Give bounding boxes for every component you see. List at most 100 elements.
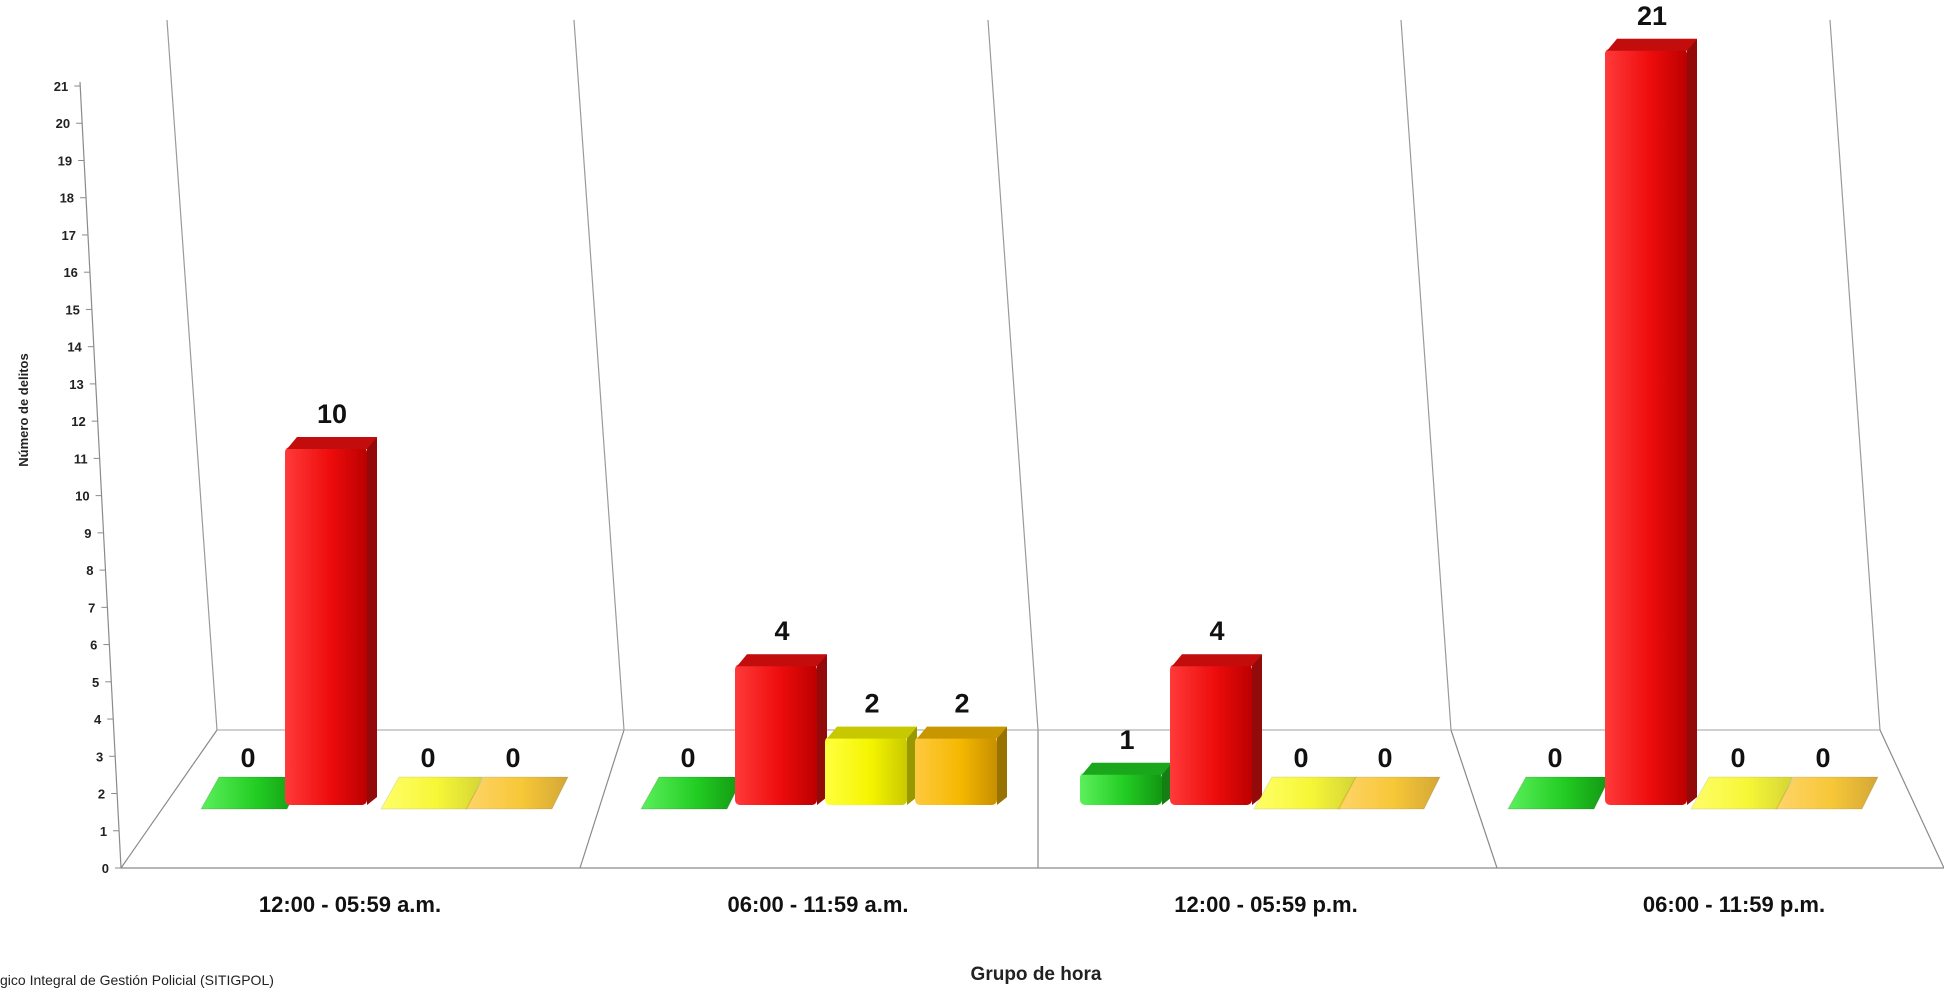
data-label: 4 <box>774 616 789 646</box>
y-axis-title: Número de delitos <box>16 353 31 466</box>
bar-side <box>1687 38 1697 806</box>
y-tick-label: 4 <box>94 712 102 727</box>
data-label: 21 <box>1637 1 1667 31</box>
bar-flat <box>465 776 569 810</box>
bar-top-shade <box>737 654 827 667</box>
bar-side-shade <box>1162 762 1172 805</box>
bar-top-shade <box>917 726 1007 739</box>
bar-side <box>907 726 917 805</box>
bar-top-shade <box>287 437 377 449</box>
data-label: 0 <box>1815 743 1830 773</box>
y-tick-label: 18 <box>60 191 74 206</box>
y-tick-label: 3 <box>96 749 103 764</box>
y-tick-label: 6 <box>90 638 97 653</box>
floor-divider <box>1450 729 1498 869</box>
bar-side-shade <box>367 437 377 805</box>
data-label: 0 <box>420 743 435 773</box>
data-label: 0 <box>680 743 695 773</box>
y-tick-label: 5 <box>92 675 99 690</box>
wall-divider <box>166 19 218 731</box>
bar-front <box>1080 772 1162 805</box>
y-tick-label: 15 <box>65 302 79 317</box>
bar-side <box>997 726 1007 805</box>
bar-top-shade <box>1172 654 1262 667</box>
wall-divider <box>1400 19 1452 731</box>
bar-top <box>1607 38 1697 51</box>
bar-flat <box>200 776 304 810</box>
bar-side-shade <box>1252 654 1262 805</box>
wall-divider <box>1829 19 1881 731</box>
bar-side-shade <box>997 726 1007 805</box>
wall-divider <box>987 19 1039 731</box>
y-tick-label: 19 <box>58 153 72 168</box>
bar-side <box>1162 762 1172 805</box>
bar-flat <box>1690 776 1794 810</box>
y-tick-label: 11 <box>74 451 88 466</box>
data-label: 0 <box>1377 743 1392 773</box>
bar-top <box>737 654 827 667</box>
x-category-label: 12:00 - 05:59 a.m. <box>259 892 441 917</box>
bar-side-shade <box>907 726 917 805</box>
data-label: 2 <box>864 689 879 719</box>
bar-top <box>1082 762 1172 775</box>
data-label: 0 <box>1293 743 1308 773</box>
data-label: 2 <box>954 689 969 719</box>
bar-flat <box>640 776 744 810</box>
chart-walls <box>120 19 1944 869</box>
bar-top-shade <box>827 726 917 739</box>
data-label: 10 <box>317 399 347 429</box>
bar-side <box>817 654 827 805</box>
y-tick-label: 9 <box>84 526 91 541</box>
bar-flat <box>380 776 484 810</box>
bar-flat <box>1775 776 1879 810</box>
bar-front <box>915 736 997 805</box>
y-tick-label: 10 <box>75 489 89 504</box>
bar-side-shade <box>817 654 827 805</box>
data-label: 0 <box>505 743 520 773</box>
y-tick-label: 21 <box>54 79 68 94</box>
y-tick-label: 16 <box>63 265 77 280</box>
floor-divider <box>1879 729 1944 869</box>
y-tick-label: 20 <box>56 116 70 131</box>
data-label: 0 <box>1730 743 1745 773</box>
source-note: gico Integral de Gestión Policial (SITIG… <box>0 972 274 988</box>
floor-divider <box>120 729 218 869</box>
y-tick-label: 13 <box>69 377 83 392</box>
bar-front <box>825 736 907 805</box>
x-category-label: 12:00 - 05:59 p.m. <box>1174 892 1357 917</box>
data-label: 1 <box>1119 725 1134 755</box>
data-label: 4 <box>1209 616 1224 646</box>
bar-top <box>917 726 1007 739</box>
x-axis: 12:00 - 05:59 a.m. 06:00 - 11:59 a.m. 12:0… <box>259 892 1825 917</box>
floor-divider <box>579 729 625 869</box>
wall-divider <box>573 19 625 731</box>
y-tick-label: 7 <box>88 600 95 615</box>
y-axis-line <box>79 81 122 869</box>
bar-side <box>1252 654 1262 805</box>
bar-flat <box>1507 776 1611 810</box>
bar-front <box>1605 48 1687 806</box>
bar-top <box>827 726 917 739</box>
data-label: 0 <box>240 743 255 773</box>
bar-side <box>367 437 377 805</box>
bar-front <box>285 447 367 805</box>
x-category-label: 06:00 - 11:59 a.m. <box>727 892 908 917</box>
bar-front <box>735 664 817 805</box>
bar-front <box>1170 664 1252 805</box>
bar-top <box>287 437 377 449</box>
y-tick-label: 0 <box>102 861 109 876</box>
y-tick-label: 12 <box>71 414 85 429</box>
bar-top-shade <box>1082 762 1172 775</box>
x-axis-title: Grupo de hora <box>971 964 1102 985</box>
y-tick-label: 8 <box>86 563 93 578</box>
bar-top-shade <box>1607 38 1697 51</box>
x-category-label: 06:00 - 11:59 p.m. <box>1643 892 1825 917</box>
bar-top <box>1172 654 1262 667</box>
y-tick-label: 14 <box>67 340 82 355</box>
y-tick-label: 17 <box>62 228 76 243</box>
bar-side-shade <box>1687 38 1697 806</box>
data-label: 0 <box>1547 743 1562 773</box>
bars <box>200 38 1879 810</box>
y-tick-label: 2 <box>98 787 105 802</box>
